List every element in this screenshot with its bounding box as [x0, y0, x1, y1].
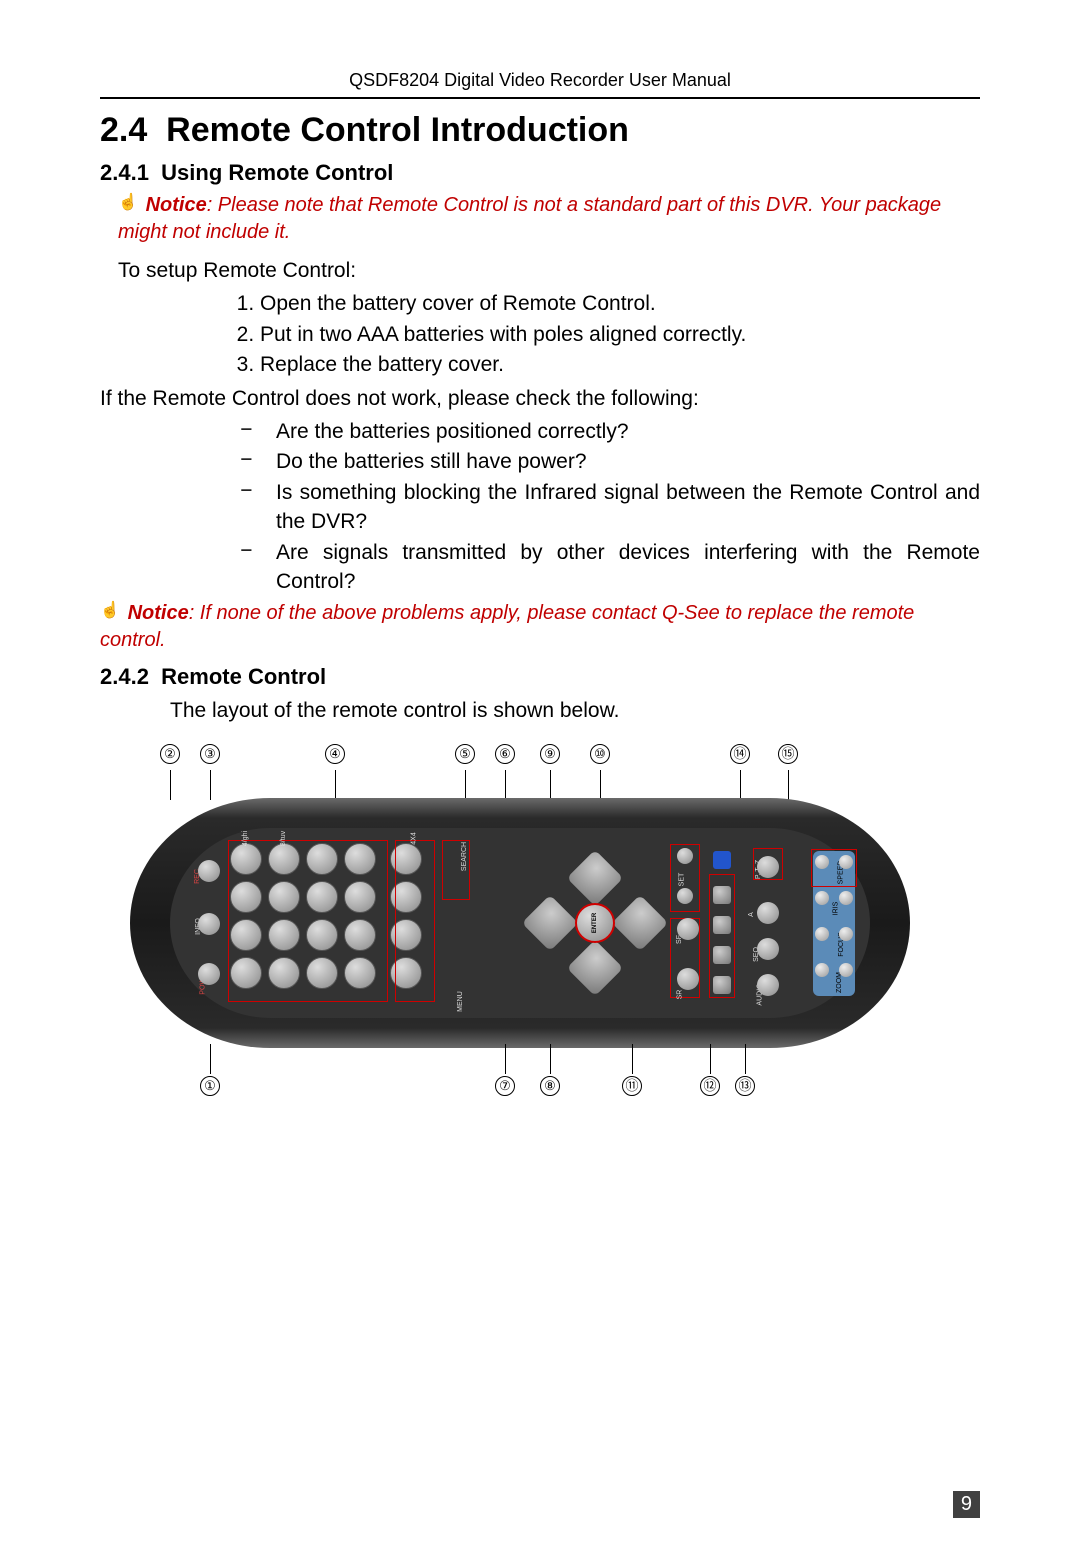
notice-1: ☝ Notice: Please note that Remote Contro…	[118, 192, 980, 246]
redbox-keypad	[228, 840, 388, 1002]
notice-2: ☝ Notice: If none of the above problems …	[100, 600, 980, 654]
subsection-1-heading: 2.4.1 Using Remote Control	[100, 160, 980, 186]
callout-2: ②	[160, 744, 180, 764]
btn-audio	[757, 974, 779, 996]
callout-13: ⑬	[735, 1076, 755, 1096]
callout-15: ⑮	[778, 744, 798, 764]
section-heading: 2.4 Remote Control Introduction	[100, 111, 980, 150]
section-title-text: Remote Control Introduction	[166, 111, 629, 149]
redbox-ptz	[753, 848, 783, 880]
check-1: Are the batteries positioned correctly?	[276, 417, 980, 446]
remote-body: POWER INFO REC	[130, 798, 910, 1048]
step-3: Replace the battery cover.	[260, 350, 980, 379]
callout-3: ③	[200, 744, 220, 764]
callout-8: ⑧	[540, 1076, 560, 1096]
callout-11: ⑪	[622, 1076, 642, 1096]
nav-enter: ENTER	[575, 903, 615, 943]
check-2: Do the batteries still have power?	[276, 447, 980, 476]
btn-set-minus	[677, 888, 693, 904]
notice-1-text: : Please note that Remote Control is not…	[118, 194, 941, 243]
right-controls: SR SF SET AUDIO SEQ A P. T. Z	[675, 846, 855, 1001]
notice-2-label: Notice	[128, 602, 189, 624]
callout-6: ⑥	[495, 744, 515, 764]
step-1: Open the battery cover of Remote Control…	[260, 289, 980, 318]
notice-1-label: Notice	[146, 194, 207, 216]
btn-sf	[677, 918, 699, 940]
callout-12: ⑫	[700, 1076, 720, 1096]
nav-pad: ENTER	[530, 858, 660, 988]
callout-10: ⑩	[590, 744, 610, 764]
nav-down	[567, 939, 624, 996]
btn-rew	[713, 946, 731, 964]
step-2: Put in two AAA batteries with poles alig…	[260, 320, 980, 349]
callout-14: ⑭	[730, 744, 750, 764]
btn-seq	[757, 938, 779, 960]
check-intro: If the Remote Control does not work, ple…	[100, 384, 980, 413]
nav-up	[567, 849, 624, 906]
numeric-keypad: 4/ghi 8/tuv 4X4 MENU SEARCH	[190, 843, 490, 1003]
callout-1: ①	[200, 1076, 220, 1096]
check-4: Are signals transmitted by other devices…	[276, 538, 980, 597]
page-number: 9	[953, 1491, 980, 1518]
btn-set-plus	[677, 848, 693, 864]
section-number: 2.4	[100, 111, 147, 149]
setup-steps: Open the battery cover of Remote Control…	[260, 289, 980, 379]
btn-fwd	[713, 916, 731, 934]
callout-7: ⑦	[495, 1076, 515, 1096]
setup-intro: To setup Remote Control:	[118, 256, 980, 285]
subsection-2-heading: 2.4.2 Remote Control	[100, 664, 980, 690]
running-header: QSDF8204 Digital Video Recorder User Man…	[100, 70, 980, 99]
layout-text: The layout of the remote control is show…	[170, 696, 980, 725]
btn-stop	[713, 851, 731, 869]
btn-sr	[677, 968, 699, 990]
nav-left	[522, 894, 579, 951]
hand-icon: ☝	[100, 600, 120, 622]
ptz-adjust-panel: SPEED IRIS FOCUS ZOOM	[813, 851, 855, 996]
notice-2-text: : If none of the above problems apply, p…	[100, 602, 914, 651]
label-menu: MENU	[457, 991, 464, 1012]
callout-5: ⑤	[455, 744, 475, 764]
check-3: Is something blocking the Infrared signa…	[276, 478, 980, 537]
redbox-grid	[395, 840, 435, 1002]
btn-play-start	[713, 976, 731, 994]
hand-icon: ☝	[118, 192, 138, 214]
nav-right	[612, 894, 669, 951]
btn-play-end	[713, 886, 731, 904]
redbox-search	[442, 840, 470, 900]
remote-figure: ② ③ ④ ⑤ ⑥ ⑨ ⑩ ⑭ ⑮ POWER INFO REC	[130, 744, 910, 1104]
troubleshoot-list: −Are the batteries positioned correctly?…	[240, 417, 980, 596]
callout-4: ④	[325, 744, 345, 764]
callout-9: ⑨	[540, 744, 560, 764]
btn-a	[757, 902, 779, 924]
